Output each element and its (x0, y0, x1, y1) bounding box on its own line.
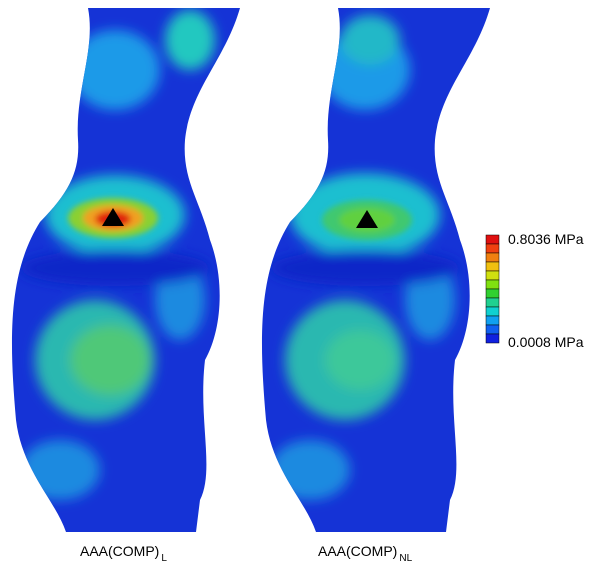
panel-label-main: AAA(COMP) (80, 543, 159, 559)
colorbar-min-label: 0.0008 MPa (508, 334, 584, 350)
panel-label: AAA(COMP) NL (318, 543, 413, 564)
model-linear (11, 8, 240, 532)
panel-label: AAA(COMP) L (80, 543, 167, 564)
model-nonlinear (261, 8, 490, 532)
panel-label-subscript: L (161, 553, 167, 564)
colorbar (485, 234, 500, 344)
colorbar-max-label: 0.8036 MPa (508, 231, 584, 247)
panel-label-main: AAA(COMP) (318, 543, 397, 559)
panel-label-subscript: NL (399, 553, 412, 564)
